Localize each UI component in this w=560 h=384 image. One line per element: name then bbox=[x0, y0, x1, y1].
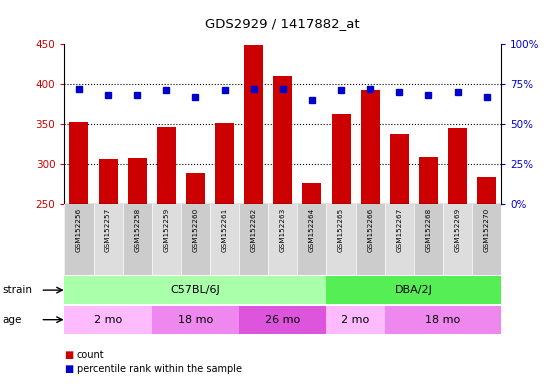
Text: GSM152269: GSM152269 bbox=[455, 207, 460, 252]
Text: GDS2929 / 1417882_at: GDS2929 / 1417882_at bbox=[206, 17, 360, 30]
Text: ■: ■ bbox=[64, 350, 74, 360]
Bar bbox=[64, 276, 326, 304]
Text: GSM152259: GSM152259 bbox=[164, 207, 169, 252]
Text: GSM152263: GSM152263 bbox=[280, 207, 286, 252]
Text: GSM152265: GSM152265 bbox=[338, 207, 344, 252]
Text: age: age bbox=[3, 314, 22, 325]
Bar bbox=[152, 306, 239, 333]
Text: strain: strain bbox=[3, 285, 33, 295]
Bar bbox=[448, 128, 467, 204]
Bar bbox=[390, 134, 409, 204]
Bar bbox=[477, 177, 496, 204]
Bar bbox=[419, 157, 438, 204]
Bar bbox=[244, 45, 263, 204]
Text: 2 mo: 2 mo bbox=[94, 314, 122, 325]
Bar bbox=[332, 114, 351, 204]
Text: 18 mo: 18 mo bbox=[178, 314, 213, 325]
Bar bbox=[157, 127, 176, 204]
Bar bbox=[99, 159, 118, 204]
Text: 26 mo: 26 mo bbox=[265, 314, 300, 325]
Bar bbox=[326, 306, 385, 333]
Text: count: count bbox=[77, 350, 104, 360]
Bar bbox=[152, 204, 181, 275]
Bar bbox=[385, 204, 414, 275]
Text: ■: ■ bbox=[64, 364, 74, 374]
Bar bbox=[69, 122, 88, 204]
Bar bbox=[361, 90, 380, 204]
Text: GSM152266: GSM152266 bbox=[367, 207, 373, 252]
Text: GSM152270: GSM152270 bbox=[484, 207, 489, 252]
Bar bbox=[302, 183, 321, 204]
Bar bbox=[268, 204, 297, 275]
Bar bbox=[181, 204, 210, 275]
Text: GSM152257: GSM152257 bbox=[105, 207, 111, 252]
Text: C57BL/6J: C57BL/6J bbox=[171, 285, 220, 295]
Bar bbox=[297, 204, 326, 275]
Text: 18 mo: 18 mo bbox=[426, 314, 460, 325]
Bar bbox=[128, 158, 147, 204]
Bar bbox=[64, 306, 152, 333]
Bar bbox=[385, 306, 501, 333]
Bar bbox=[239, 204, 268, 275]
Bar bbox=[186, 173, 205, 204]
Bar bbox=[94, 204, 123, 275]
Bar bbox=[356, 204, 385, 275]
Bar bbox=[326, 204, 356, 275]
Bar bbox=[64, 204, 94, 275]
Text: 2 mo: 2 mo bbox=[342, 314, 370, 325]
Bar bbox=[443, 204, 472, 275]
Text: GSM152260: GSM152260 bbox=[193, 207, 198, 252]
Text: DBA/2J: DBA/2J bbox=[395, 285, 433, 295]
Bar bbox=[472, 204, 501, 275]
Text: GSM152261: GSM152261 bbox=[222, 207, 227, 252]
Text: GSM152258: GSM152258 bbox=[134, 207, 140, 252]
Text: percentile rank within the sample: percentile rank within the sample bbox=[77, 364, 242, 374]
Bar bbox=[273, 76, 292, 204]
Bar bbox=[210, 204, 239, 275]
Text: GSM152256: GSM152256 bbox=[76, 207, 82, 252]
Text: GSM152267: GSM152267 bbox=[396, 207, 402, 252]
Bar bbox=[414, 204, 443, 275]
Bar bbox=[326, 276, 501, 304]
Text: GSM152262: GSM152262 bbox=[251, 207, 256, 252]
Text: GSM152264: GSM152264 bbox=[309, 207, 315, 252]
Bar bbox=[239, 306, 326, 333]
Bar bbox=[123, 204, 152, 275]
Bar bbox=[215, 123, 234, 204]
Text: GSM152268: GSM152268 bbox=[426, 207, 431, 252]
